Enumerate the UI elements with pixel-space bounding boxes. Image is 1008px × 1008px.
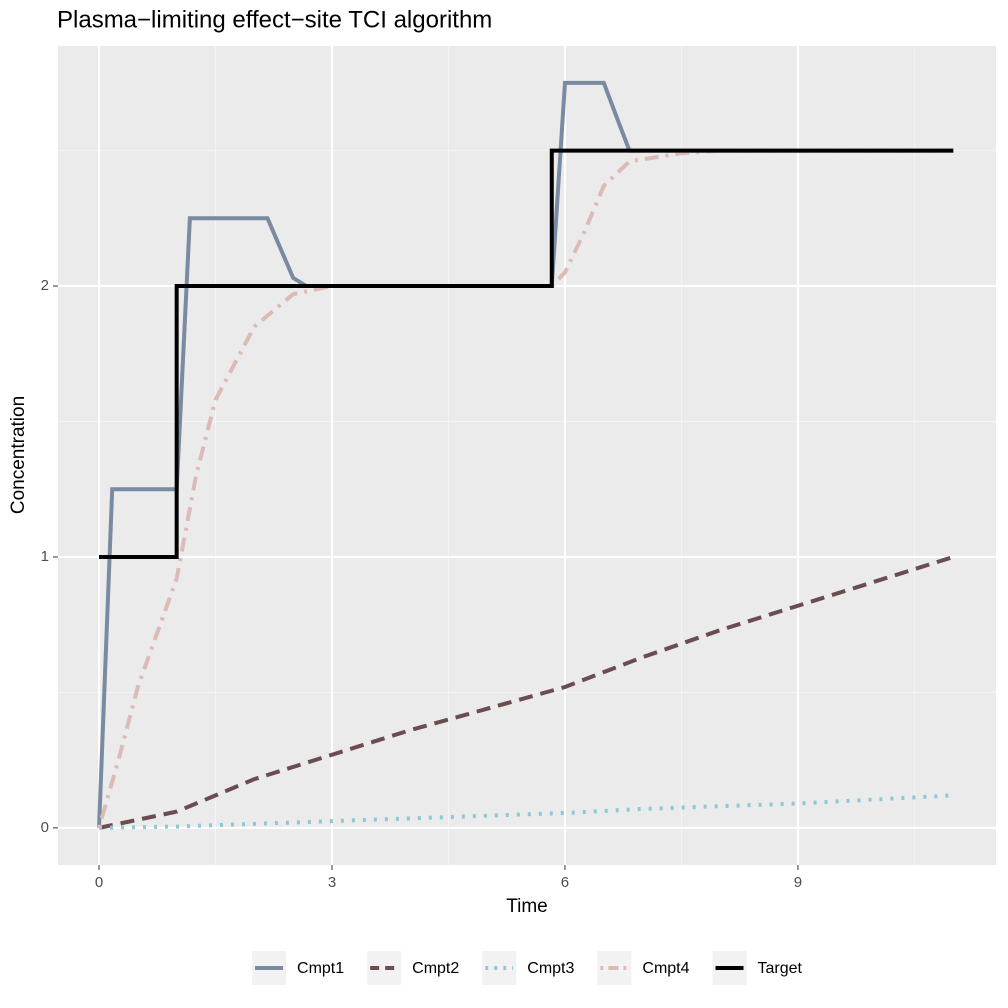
legend-label: Cmpt4 xyxy=(642,960,689,977)
series-line xyxy=(99,148,954,559)
series-line xyxy=(98,555,954,830)
x-tick-label: 6 xyxy=(561,874,569,891)
y-tick-label: 0 xyxy=(41,819,49,836)
axes: 0 3 6 9 0 1 2 xyxy=(41,277,802,891)
y-axis-label: Concentration xyxy=(8,396,29,514)
chart-title: Plasma−limiting effect−site TCI algorith… xyxy=(57,6,492,33)
panel xyxy=(58,46,996,865)
legend-label: Cmpt2 xyxy=(412,960,459,977)
legend-label: Cmpt1 xyxy=(297,960,344,977)
legend-label: Cmpt3 xyxy=(527,960,574,977)
x-axis-label: Time xyxy=(506,896,548,917)
y-tick-label: 2 xyxy=(41,277,49,294)
legend: Cmpt1 Cmpt2 Cmpt3 Cmpt4 Target xyxy=(252,951,803,985)
y-tick-label: 1 xyxy=(41,548,49,565)
x-tick-label: 0 xyxy=(95,874,103,891)
legend-label: Target xyxy=(758,960,803,977)
x-tick-label: 9 xyxy=(794,874,802,891)
x-tick-label: 3 xyxy=(328,874,336,891)
legend-items: Cmpt1 Cmpt2 Cmpt3 Cmpt4 Target xyxy=(252,951,803,985)
lines xyxy=(97,80,954,830)
